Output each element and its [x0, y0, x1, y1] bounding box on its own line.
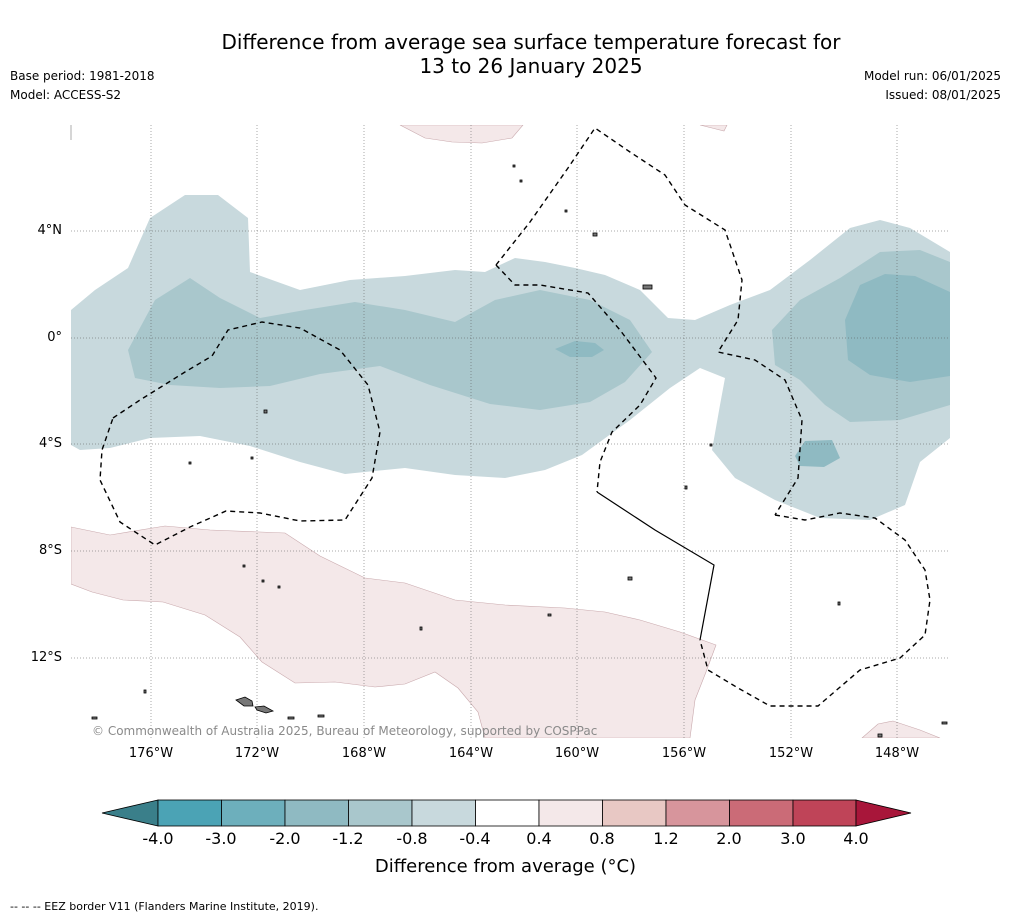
meta-left: Base period: 1981-2018 Model: ACCESS-S2 [10, 67, 155, 105]
island-4 [317, 714, 325, 718]
island-14 [941, 721, 948, 725]
lon-label-172w: 172°W [234, 746, 280, 761]
colorbar-segment-4 [348, 799, 413, 827]
colorbar [101, 799, 912, 827]
island-upolu [254, 705, 275, 714]
island-11 [684, 485, 688, 490]
eez-legend-note: -- -- -- EEZ border V11 (Flanders Marine… [10, 900, 319, 913]
warm-region-north [399, 125, 524, 144]
island-12 [709, 443, 713, 447]
lat-label-8s: 8°S [38, 543, 62, 558]
island-16 [512, 164, 516, 168]
graticule [71, 125, 950, 738]
lon-label-168w: 168°W [341, 746, 387, 761]
island-3 [287, 716, 295, 720]
eez-line-islands-border [495, 127, 803, 516]
island-1 [143, 689, 147, 694]
colorbar-tick-8: 0.8 [589, 829, 615, 848]
island-2 [91, 716, 98, 720]
islands [91, 164, 948, 738]
eez-phoenix-border [495, 264, 657, 493]
island-8 [263, 409, 268, 414]
colorbar-segment-5 [411, 799, 476, 827]
base-period: Base period: 1981-2018 [10, 69, 155, 83]
chart-title: Difference from average sea surface temp… [0, 30, 1011, 78]
island-17 [519, 179, 523, 183]
colorbar-tick-2: -3.0 [205, 829, 237, 848]
colorbar-segment-3 [284, 799, 349, 827]
colorbar-extend-low [101, 799, 159, 827]
colorbar-tick-7: 0.4 [526, 829, 552, 848]
colorbar-tick-6: -0.4 [459, 829, 491, 848]
eez-solid-border [596, 491, 715, 641]
colorbar-segment-9 [665, 799, 730, 827]
island-21 [242, 564, 246, 568]
meta-right: Model run: 06/01/2025 Issued: 08/01/2025 [864, 67, 1001, 105]
lat-label-equator: 0° [47, 330, 62, 345]
island-savaii [235, 696, 254, 707]
colorbar-tick-10: 2.0 [716, 829, 742, 848]
island-10 [419, 626, 423, 631]
title-line-1: Difference from average sea surface temp… [221, 30, 841, 54]
colorbar-segment-11 [792, 799, 857, 827]
lon-label-156w: 156°W [661, 746, 707, 761]
island-19 [188, 461, 192, 465]
model-name: Model: ACCESS-S2 [10, 88, 122, 102]
colorbar-segment-8 [602, 799, 667, 827]
island-18 [564, 209, 568, 213]
title-line-2: 13 to 26 January 2025 [419, 54, 643, 78]
colorbar-tick-4: -1.2 [332, 829, 364, 848]
colorbar-tick-1: -4.0 [142, 829, 174, 848]
colorbar-title: Difference from average (°C) [374, 856, 637, 877]
cool-region-medium [128, 278, 652, 410]
warm-region-south-east [861, 720, 941, 738]
colorbar-segment-2 [221, 799, 286, 827]
island-20 [250, 456, 254, 460]
copyright-notice: © Commonwealth of Australia 2025, Bureau… [92, 724, 598, 738]
colorbar-segment-10 [729, 799, 794, 827]
lat-label-12s: 12°S [30, 650, 62, 665]
colorbar-tick-9: 1.2 [653, 829, 679, 848]
island-6 [642, 284, 653, 290]
warm-region-north-east [699, 125, 728, 132]
lon-label-152w: 152°W [768, 746, 814, 761]
colorbar-segment-1 [157, 799, 222, 827]
colorbar-segment-7 [538, 799, 603, 827]
lon-label-164w: 164°W [448, 746, 494, 761]
lon-label-148w: 148°W [874, 746, 920, 761]
colorbar-tick-3: -2.0 [269, 829, 301, 848]
eez-borders [99, 127, 931, 707]
island-5 [592, 232, 598, 237]
island-7 [627, 576, 633, 581]
lat-label-4s: 4°S [38, 436, 62, 451]
colorbar-tick-5: -0.8 [396, 829, 428, 848]
colorbar-tick-11: 3.0 [780, 829, 806, 848]
island-22 [261, 579, 265, 583]
island-13 [837, 601, 841, 606]
warm-region-south [71, 525, 717, 738]
eez-tokelau-border [99, 321, 381, 546]
colorbar-segment-6 [475, 799, 540, 827]
lon-label-160w: 160°W [554, 746, 600, 761]
island-15 [877, 733, 883, 738]
eez-cook-islands-border [699, 512, 931, 707]
model-run: Model run: 06/01/2025 [863, 69, 1001, 83]
colorbar-tick-12: 4.0 [843, 829, 869, 848]
island-9 [547, 613, 552, 617]
issued-date: Issued: 08/01/2025 [885, 88, 1001, 102]
cool-region-strong-south [795, 440, 840, 467]
island-23 [277, 585, 281, 589]
colorbar-extend-high [855, 799, 912, 827]
lon-label-176w: 176°W [128, 746, 174, 761]
cool-region-strong-centre [555, 341, 604, 357]
lat-label-4n: 4°N [37, 223, 63, 238]
cool-region-strong-east [845, 274, 950, 382]
